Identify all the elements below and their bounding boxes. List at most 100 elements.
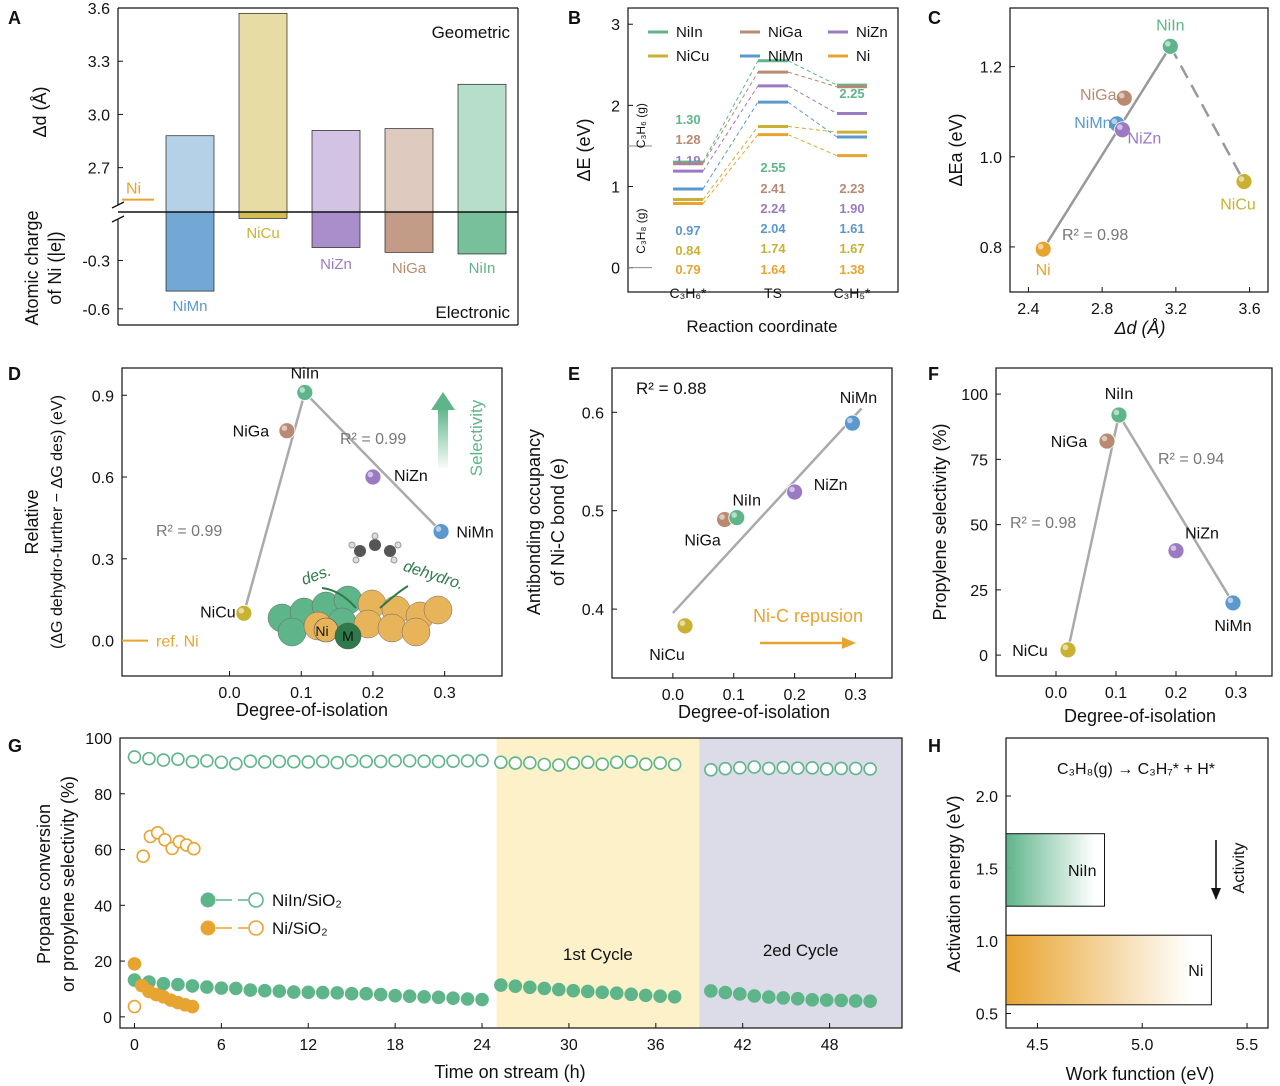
bar-top-NiZn	[311, 130, 361, 213]
y-tick-label: 0.0	[92, 634, 114, 651]
data-point	[417, 754, 431, 768]
carbon-atom	[354, 545, 366, 557]
point-body	[364, 468, 382, 486]
data-point	[187, 841, 201, 856]
y-tick-label: 3.6	[88, 1, 110, 18]
carbon-atom	[369, 539, 381, 551]
y-tick-label: 40	[94, 898, 112, 915]
data-point-NiZn	[786, 483, 804, 501]
y-tick-label: 3	[611, 17, 620, 34]
x-tick-label: 0.0	[662, 687, 684, 704]
y-axis-label: ΔEa (eV)	[946, 113, 966, 186]
data-point	[667, 757, 682, 772]
bar-bottom-NiMn	[165, 211, 215, 292]
data-point	[330, 986, 345, 1000]
data-point	[214, 755, 229, 770]
y-axis-label: (ΔG dehydro-further − ΔG des) (eV)	[49, 395, 66, 649]
point-highlight	[281, 425, 288, 431]
data-point	[402, 989, 417, 1004]
panel-letter-h: H	[928, 736, 941, 756]
x-tick-label: 6	[217, 1037, 226, 1054]
data-point-NiCu	[235, 604, 253, 622]
y-tick-label: 1.0	[976, 934, 998, 951]
axes-frame	[611, 367, 893, 679]
x-tick-label: 0.1	[723, 687, 745, 704]
y-tick-label: 2.0	[976, 789, 998, 806]
data-point	[494, 978, 508, 992]
data-point	[431, 754, 446, 769]
value-label-NiZn: 1.19	[675, 153, 700, 168]
activity-arrow-head	[1211, 888, 1221, 900]
selectivity-label: Selectivity	[467, 399, 486, 476]
data-point	[359, 754, 373, 769]
value-label-NiGa: 2.23	[839, 181, 864, 196]
data-point-NiZn	[364, 468, 382, 486]
carbon-atom	[384, 545, 396, 557]
point-body	[1235, 173, 1253, 190]
axes-frame	[119, 737, 903, 1029]
connector-Ni	[702, 134, 759, 204]
point-body	[432, 523, 450, 540]
selectivity-arrow-head	[431, 392, 455, 410]
x-tick-label: 30	[560, 1037, 578, 1054]
y-tick-label: 50	[970, 518, 988, 535]
region-label-1: 1st Cycle	[563, 945, 633, 964]
value-label-Ni: 1.64	[760, 262, 786, 277]
data-point	[776, 760, 791, 775]
category-label-NiMn: NiMn	[172, 298, 207, 315]
data-point	[388, 754, 402, 768]
point-label-NiZn: NiZn	[814, 477, 848, 494]
point-label-NiCu: NiCu	[649, 647, 685, 664]
data-point	[373, 754, 388, 769]
data-point	[609, 986, 624, 1000]
bar-bottom-NiGa	[384, 211, 434, 253]
category-label-NiIn: NiIn	[469, 260, 496, 277]
x-axis-label: Degree-of-isolation	[678, 702, 830, 722]
data-point	[790, 991, 805, 1006]
panel-letter-f: F	[928, 364, 939, 384]
x-tick-label: 48	[821, 1037, 839, 1054]
data-point	[446, 754, 460, 768]
data-point	[805, 993, 820, 1007]
fit-line	[671, 407, 863, 614]
point-label-NiMn: NiMn	[456, 525, 493, 542]
arrow-label: Ni-C repusion	[753, 606, 863, 626]
point-highlight	[679, 620, 686, 627]
value-label-NiIn: 2.55	[760, 160, 785, 175]
value-label-NiMn: 2.04	[760, 221, 786, 236]
x-tick-label: 5.0	[1131, 1037, 1153, 1054]
y-axis-label-top: Δd (Å)	[30, 86, 50, 137]
point-label-NiMn: NiMn	[1214, 618, 1251, 635]
x-axis-label: Degree-of-isolation	[1064, 706, 1216, 726]
connector-NiIn	[702, 60, 759, 163]
connector-NiZn	[702, 85, 759, 172]
atom	[377, 613, 407, 643]
bar-Ni	[1005, 934, 1212, 1006]
axes-frame	[1009, 7, 1269, 293]
data-point	[819, 762, 834, 776]
y-tick-label: 2	[611, 98, 620, 115]
data-point	[344, 986, 359, 1001]
legend-label-NiMn: NiMn	[768, 48, 803, 65]
y-axis-label: Activation energy (eV)	[944, 795, 964, 972]
data-point	[834, 761, 848, 776]
atom-label-m: M	[342, 628, 354, 644]
y-tick-label: 0.5	[582, 504, 604, 521]
x-axis-label: Reaction coordinate	[686, 317, 837, 336]
value-label-Ni: 0.79	[675, 262, 700, 277]
point-highlight	[299, 387, 306, 393]
data-point	[537, 757, 552, 772]
r2-annotation: R² = 0.88	[636, 379, 706, 398]
data-point	[704, 984, 718, 998]
data-point	[638, 988, 653, 1003]
data-point	[200, 980, 214, 994]
bar-top-NiCu	[238, 12, 288, 213]
data-point	[286, 754, 301, 769]
y-axis-label-bottom: Atomic charge	[22, 210, 42, 325]
x-tick-label: 12	[299, 1037, 317, 1054]
point-highlight	[847, 417, 853, 424]
data-point	[136, 849, 150, 864]
point-highlight	[1111, 118, 1118, 125]
data-point	[200, 754, 214, 768]
